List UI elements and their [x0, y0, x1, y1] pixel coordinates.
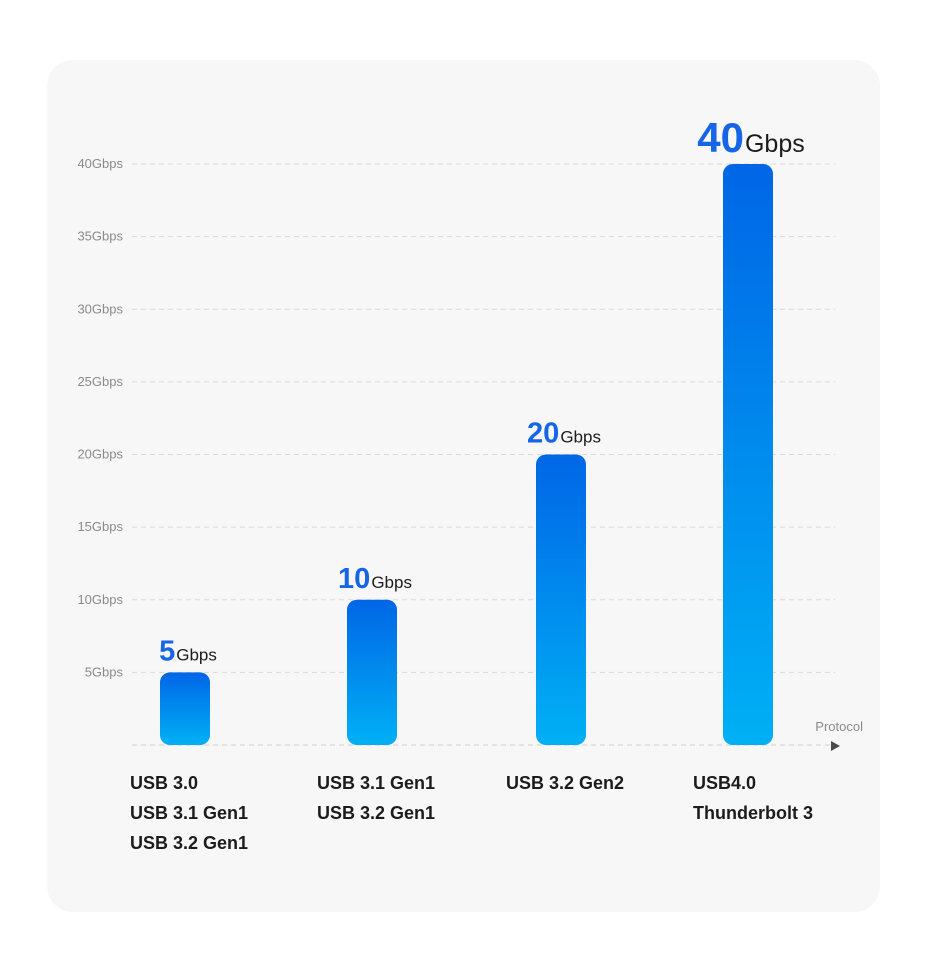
- category-label-line: Thunderbolt 3: [693, 803, 813, 823]
- bar-value-unit: Gbps: [560, 428, 601, 447]
- y-axis-ticks: 5Gbps 10Gbps 15Gbps 20Gbps 25Gbps 30Gbps 35Gbp…: [77, 156, 123, 679]
- y-tick-label: 20Gbps: [77, 447, 123, 462]
- y-tick-label: 5Gbps: [85, 664, 124, 679]
- grid-lines: [132, 163, 835, 673]
- y-tick-label: 40Gbps: [77, 156, 123, 171]
- category-label-line: USB 3.2 Gen1: [317, 803, 435, 823]
- y-tick-label: 30Gbps: [77, 301, 123, 316]
- category-label: USB 3.1 Gen1 USB 3.2 Gen1: [317, 773, 435, 823]
- bar-value-unit: Gbps: [371, 573, 412, 592]
- category-label: USB4.0 Thunderbolt 3: [693, 773, 813, 823]
- y-tick-label: 35Gbps: [77, 229, 123, 244]
- bar: [723, 164, 773, 745]
- bar-value-number: 20: [527, 418, 559, 450]
- x-axis-arrow-icon: [831, 741, 840, 751]
- category-label-line: USB4.0: [693, 773, 756, 793]
- bar-value-label: 40Gbps: [697, 114, 804, 161]
- bar-value-number: 5: [159, 635, 175, 667]
- bar: [347, 599, 397, 745]
- bar-value-unit: Gbps: [745, 130, 805, 158]
- bar-value-unit: Gbps: [176, 645, 217, 664]
- y-tick-label: 15Gbps: [77, 519, 123, 534]
- y-tick-label: 25Gbps: [77, 374, 123, 389]
- bar: [536, 454, 586, 745]
- bar-value-label: 5Gbps: [159, 635, 217, 667]
- category-label: USB 3.0 USB 3.1 Gen1 USB 3.2 Gen1: [130, 773, 248, 853]
- x-axis-title: Protocol: [815, 719, 863, 734]
- category-label-line: USB 3.2 Gen1: [130, 833, 248, 853]
- category-label: USB 3.2 Gen2: [506, 773, 624, 793]
- bar-value-label: 10Gbps: [338, 563, 412, 595]
- category-label-line: USB 3.1 Gen1: [130, 803, 248, 823]
- bars: [160, 164, 773, 745]
- bar-value-number: 40: [697, 114, 744, 161]
- bar: [160, 672, 210, 745]
- x-axis: Protocol: [132, 719, 863, 751]
- y-tick-label: 10Gbps: [77, 592, 123, 607]
- category-label-line: USB 3.1 Gen1: [317, 773, 435, 793]
- bar-value-label: 20Gbps: [527, 418, 601, 450]
- category-label-line: USB 3.0: [130, 773, 198, 793]
- category-label-line: USB 3.2 Gen2: [506, 773, 624, 793]
- bar-value-number: 10: [338, 563, 370, 595]
